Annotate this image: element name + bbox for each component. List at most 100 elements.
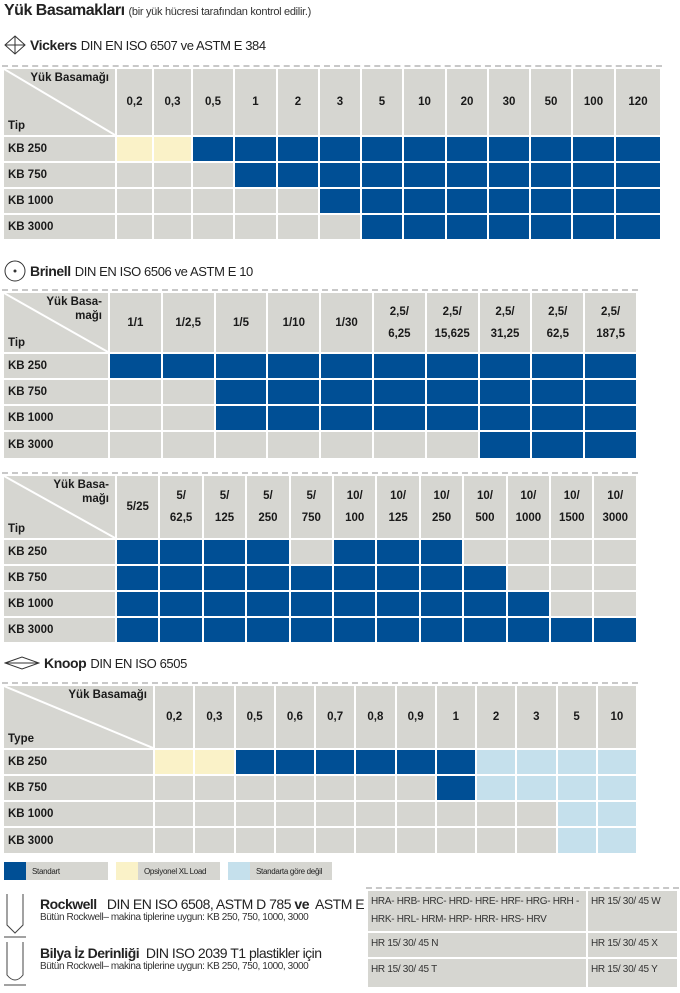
standard-cell (356, 750, 395, 774)
standard-cell (404, 215, 445, 239)
corner-column-label: Yük Basa- mağı (53, 479, 109, 505)
empty-cell (316, 776, 355, 800)
standard-cell (362, 215, 402, 239)
legend-not-standard: Standarta göre değil (228, 862, 332, 880)
standard-cell (447, 163, 487, 187)
standard-cell (464, 566, 506, 590)
column-header: 0,2 (117, 69, 152, 135)
rockwell-note: Bütün Rockwell– makina tiplerine uygun: … (40, 912, 309, 923)
legend-optional: Opsiyonel XL Load (116, 862, 220, 880)
vickers-heading: Vickers DIN EN ISO 6507 ve ASTM E 384 (4, 35, 266, 55)
legend-swatch (116, 862, 138, 880)
standard-cell (235, 750, 274, 774)
standard-cell (507, 592, 550, 616)
empty-cell (154, 163, 191, 187)
empty-cell (110, 432, 161, 458)
scale-cell: HR 15/ 30/ 45 T (368, 959, 586, 987)
table-row: HR 15/ 30/ 45 T HR 15/ 30/ 45 Y (368, 959, 677, 987)
standard-cell (447, 189, 487, 213)
standard-cell (247, 592, 289, 616)
standard-cell (235, 137, 276, 161)
empty-cell (235, 828, 274, 853)
empty-cell (155, 776, 194, 800)
standard-cell (275, 750, 314, 774)
legend: Standart Opsiyonel XL Load Standarta gör… (4, 862, 332, 880)
standard-cell (162, 354, 214, 378)
column-header: 1/10 (268, 293, 320, 352)
standard-cell (334, 618, 376, 642)
empty-cell (356, 776, 395, 800)
empty-cell (594, 592, 636, 616)
title-text: Yük Basamakları (4, 2, 125, 19)
empty-cell (195, 802, 234, 826)
standard-cell (160, 592, 202, 616)
empty-cell (396, 828, 435, 853)
non-standard-cell (517, 776, 556, 800)
table-row: KB 250 (4, 354, 636, 378)
corner-header: Yük Basamağı Type (4, 686, 153, 748)
header-row: Yük Basa- mağı Tip 1/1 1/2,5 1/5 1/10 1/30 2,5/… (4, 293, 636, 352)
column-header: 10/ 500 (464, 476, 506, 538)
column-header: 2,5/ 15,625 (426, 293, 478, 352)
column-header: 10/ 100 (334, 476, 376, 538)
table-row: KB 750 (4, 776, 636, 800)
column-header: 30 (489, 69, 529, 135)
empty-cell (162, 406, 214, 430)
standard-cell (373, 380, 425, 404)
empty-cell (155, 828, 194, 853)
standard-cell (160, 540, 202, 564)
empty-cell (517, 828, 556, 853)
corner-header: Yük Basa- mağı Tip (4, 476, 115, 538)
legend-swatch (4, 862, 26, 880)
row-header: KB 750 (4, 163, 115, 187)
column-header: 10/ 1000 (507, 476, 550, 538)
table-row: KB 750 (4, 163, 660, 187)
standard-cell (215, 380, 267, 404)
empty-cell (356, 802, 395, 826)
empty-cell (321, 432, 372, 458)
column-header: 5/ 125 (203, 476, 246, 538)
non-standard-cell (517, 750, 556, 774)
column-header: 0,5 (235, 686, 274, 748)
standard-cell (420, 618, 463, 642)
knoop-table: Yük Basamağı Type 0,2 0,3 0,5 0,6 0,7 0,8 0,9 1 2 3… (2, 682, 638, 855)
empty-cell (551, 540, 593, 564)
empty-cell (426, 432, 478, 458)
standard-cell (420, 566, 463, 590)
row-header: KB 3000 (4, 432, 108, 458)
empty-cell (195, 828, 234, 853)
standard-cell (377, 566, 419, 590)
standard-cell (447, 137, 487, 161)
standard-cell (404, 163, 445, 187)
standard-cell (426, 406, 478, 430)
table-row: KB 750 (4, 566, 636, 590)
empty-cell (275, 776, 314, 800)
optional-xl-cell (154, 137, 191, 161)
column-header: 2,5/ 62,5 (532, 293, 584, 352)
table-row: KB 1000 (4, 592, 636, 616)
column-header: 100 (573, 69, 614, 135)
empty-cell (117, 189, 152, 213)
ball-standard: DIN ISO 2039 T1 plastikler için (145, 945, 322, 961)
scale-cell: HRA- HRB- HRC- HRD- HRE- HRF- HRG- HRH -… (368, 891, 586, 931)
ball-title: Bilya İz Derinliği (40, 945, 140, 961)
empty-cell (154, 189, 191, 213)
table-row: KB 1000 (4, 406, 636, 430)
standard-cell (531, 137, 571, 161)
column-header: 1/2,5 (162, 293, 214, 352)
non-standard-cell (557, 802, 596, 826)
rockwell-ve: ve (294, 896, 309, 912)
table-row: KB 250 (4, 137, 660, 161)
empty-cell (195, 776, 234, 800)
standard-cell (616, 137, 660, 161)
column-header: 1/5 (215, 293, 267, 352)
brinell-heading: Brinell DIN EN ISO 6506 ve ASTM E 10 (4, 260, 253, 282)
ball-indenter-icon (4, 942, 26, 986)
table-row: HR 15/ 30/ 45 N HR 15/ 30/ 45 X (368, 933, 677, 957)
standard-cell (290, 566, 333, 590)
empty-cell (193, 163, 233, 187)
column-header: 1 (436, 686, 475, 748)
empty-cell (275, 802, 314, 826)
standard-cell (160, 566, 202, 590)
method-standard: DIN EN ISO 6506 ve ASTM E 10 (74, 263, 254, 279)
